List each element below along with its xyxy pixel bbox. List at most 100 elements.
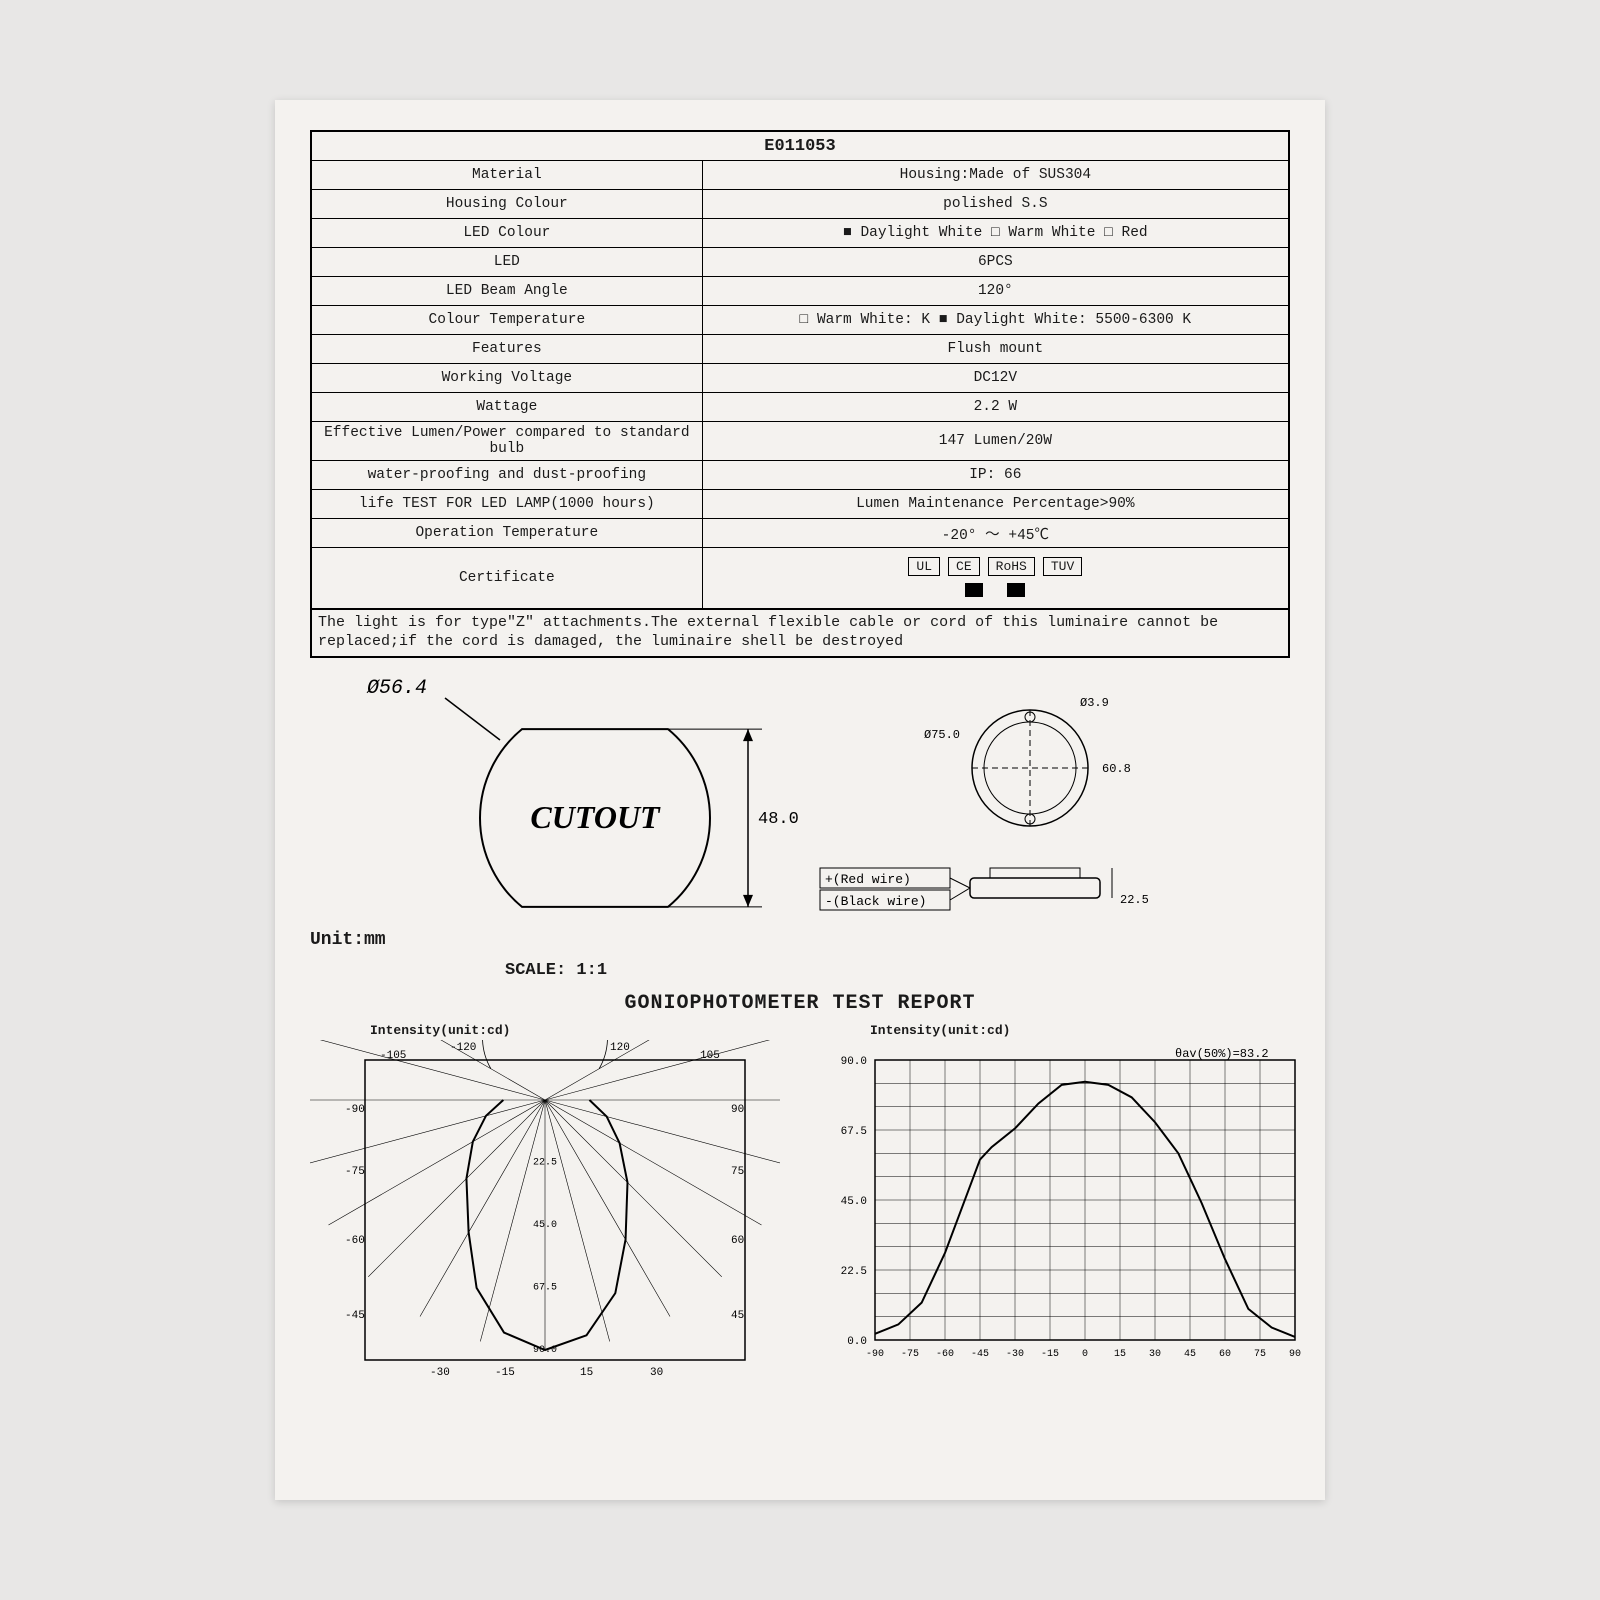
svg-text:-90: -90: [345, 1104, 365, 1116]
spec-value: Daylight White Warm White Red: [702, 219, 1289, 248]
svg-text:-75: -75: [345, 1166, 365, 1178]
svg-text:45.0: 45.0: [841, 1196, 867, 1208]
svg-text:15: 15: [1114, 1349, 1126, 1360]
svg-text:-30: -30: [430, 1367, 450, 1379]
svg-text:Ø56.4: Ø56.4: [366, 678, 427, 700]
gonio-title: GONIOPHOTOMETER TEST REPORT: [310, 992, 1290, 1015]
checkbox-empty-icon: Warm White: K: [800, 312, 939, 328]
spec-value: Lumen Maintenance Percentage>90%: [702, 490, 1289, 519]
svg-text:-30: -30: [1006, 1349, 1024, 1360]
spec-label: LED Beam Angle: [311, 277, 702, 306]
spec-table: E011053 MaterialHousing:Made of SUS304Ho…: [310, 130, 1290, 610]
svg-text:-60: -60: [345, 1235, 365, 1247]
svg-text:15: 15: [580, 1367, 593, 1379]
spec-label: LED Colour: [311, 219, 702, 248]
spec-value: 2.2 W: [702, 393, 1289, 422]
title-row: E011053: [311, 131, 1289, 161]
svg-text:90: 90: [731, 1104, 744, 1116]
svg-text:θav(50%)=83.2: θav(50%)=83.2: [1175, 1047, 1269, 1061]
checkbox-filled-icon: Daylight White: [843, 225, 991, 241]
svg-text:22.5: 22.5: [841, 1266, 867, 1278]
spec-label: water-proofing and dust-proofing: [311, 461, 702, 490]
cert-box: CE: [948, 557, 980, 576]
svg-text:0: 0: [1082, 1349, 1088, 1360]
spec-row: Wattage2.2 W: [311, 393, 1289, 422]
spec-value: DC12V: [702, 364, 1289, 393]
svg-text:48.0: 48.0: [758, 810, 799, 829]
cart-axis-label: Intensity(unit:cd): [870, 1023, 1310, 1038]
spec-value: -20° ～ +45℃: [702, 519, 1289, 548]
spec-value: Flush mount: [702, 335, 1289, 364]
svg-text:Ø3.9: Ø3.9: [1080, 696, 1109, 710]
spec-row: life TEST FOR LED LAMP(1000 hours)Lumen …: [311, 490, 1289, 519]
svg-text:Ø75.0: Ø75.0: [924, 728, 960, 742]
scale-label: SCALE: 1:1: [505, 961, 607, 980]
cert-empty-slot: [923, 580, 941, 594]
svg-text:0.0: 0.0: [847, 1336, 867, 1348]
spec-label: LED: [311, 248, 702, 277]
spec-row: LED6PCS: [311, 248, 1289, 277]
cert-box: TUV: [1043, 557, 1082, 576]
svg-text:-60: -60: [936, 1349, 954, 1360]
spec-row: MaterialHousing:Made of SUS304: [311, 161, 1289, 190]
safety-note: The light is for type"Z" attachments.The…: [310, 610, 1290, 658]
checkbox-empty-icon: Warm White: [991, 225, 1104, 241]
polar-chart: 22.545.067.590.0-90-75-60-4590756045-105…: [310, 1040, 780, 1380]
cartesian-chart-block: Intensity(unit:cd) 0.0 22.5 45.0 67.5 90.0 -9…: [820, 1023, 1310, 1385]
spec-row: LED ColourDaylight White Warm White Red: [311, 219, 1289, 248]
charts-row: Intensity(unit:cd) 22.5 45.0 67.5 90.0 -90 -7…: [310, 1023, 1290, 1385]
svg-text:-45: -45: [345, 1310, 365, 1322]
svg-text:-75: -75: [901, 1349, 919, 1360]
unit-label: Unit:mm: [310, 930, 386, 950]
spec-label: Features: [311, 335, 702, 364]
spec-label: Operation Temperature: [311, 519, 702, 548]
cert-filled-icon: [965, 583, 983, 597]
svg-text:90: 90: [1289, 1349, 1301, 1360]
spec-row: FeaturesFlush mount: [311, 335, 1289, 364]
svg-text:75: 75: [731, 1166, 744, 1178]
svg-text:105: 105: [700, 1050, 720, 1062]
svg-text:-15: -15: [495, 1367, 515, 1379]
spec-value: 120°: [702, 277, 1289, 306]
spec-row: Working VoltageDC12V: [311, 364, 1289, 393]
svg-text:-(Black wire): -(Black wire): [825, 894, 926, 909]
svg-text:75: 75: [1254, 1349, 1266, 1360]
spec-value: polished S.S: [702, 190, 1289, 219]
svg-text:45: 45: [731, 1310, 744, 1322]
spec-label: Housing Colour: [311, 190, 702, 219]
svg-text:+(Red wire): +(Red wire): [825, 872, 911, 887]
svg-text:30: 30: [650, 1367, 663, 1379]
svg-text:67.5: 67.5: [841, 1126, 867, 1138]
spec-label: Working Voltage: [311, 364, 702, 393]
diagram-area: CUTOUTØ56.448.0Ø75.0Ø3.960.822.5+(Red wi…: [310, 678, 1290, 978]
svg-text:-45: -45: [971, 1349, 989, 1360]
spec-value: Housing:Made of SUS304: [702, 161, 1289, 190]
svg-text:60: 60: [731, 1235, 744, 1247]
spec-value: 6PCS: [702, 248, 1289, 277]
svg-text:CUTOUT: CUTOUT: [530, 799, 661, 835]
cartesian-chart: 0.0 22.5 45.0 67.5 90.0 -90 -75 -60 -45 -30 -15 0 15…: [820, 1040, 1310, 1380]
svg-text:-105: -105: [380, 1050, 406, 1062]
certificate-value: ULCERoHSTUV: [702, 548, 1289, 610]
datasheet-paper: E011053 MaterialHousing:Made of SUS304Ho…: [275, 100, 1325, 1500]
polar-chart-block: Intensity(unit:cd) 22.545.067.590.0-90-7…: [310, 1023, 780, 1385]
checkbox-filled-icon: Daylight White: 5500-6300 K: [939, 312, 1191, 328]
svg-text:-15: -15: [1041, 1349, 1059, 1360]
svg-text:-90: -90: [866, 1349, 884, 1360]
svg-text:60.8: 60.8: [1102, 762, 1131, 776]
polar-axis-label: Intensity(unit:cd): [370, 1023, 780, 1038]
spec-row: Operation Temperature-20° ～ +45℃: [311, 519, 1289, 548]
certificate-label: Certificate: [311, 548, 702, 610]
spec-value: Warm White: K Daylight White: 5500-6300 …: [702, 306, 1289, 335]
cutout-diagram: CUTOUTØ56.448.0Ø75.0Ø3.960.822.5+(Red wi…: [310, 678, 1290, 978]
spec-value: 147 Lumen/20W: [702, 422, 1289, 461]
spec-label: Wattage: [311, 393, 702, 422]
spec-row: Housing Colourpolished S.S: [311, 190, 1289, 219]
checkbox-empty-icon: Red: [1104, 225, 1148, 241]
spec-label: life TEST FOR LED LAMP(1000 hours): [311, 490, 702, 519]
part-number: E011053: [311, 131, 1289, 161]
spec-row: water-proofing and dust-proofingIP: 66: [311, 461, 1289, 490]
cert-box: RoHS: [988, 557, 1035, 576]
svg-text:90.0: 90.0: [841, 1056, 867, 1068]
svg-text:-120: -120: [450, 1042, 476, 1054]
